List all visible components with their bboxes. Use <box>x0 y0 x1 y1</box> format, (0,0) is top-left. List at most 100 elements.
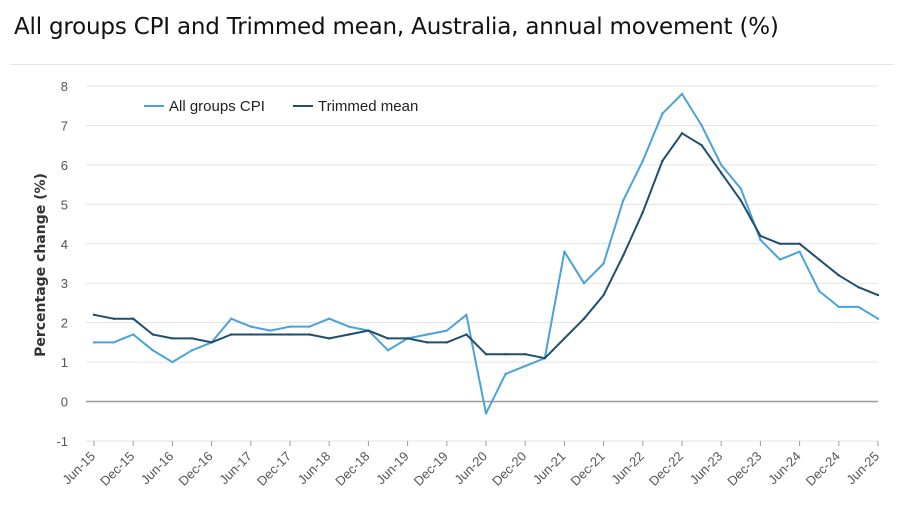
y-axis-ticks: -1 0 1 2 3 4 5 6 7 8 <box>56 79 68 449</box>
data-point <box>661 112 664 115</box>
data-point <box>269 329 272 332</box>
data-point <box>347 333 350 336</box>
y-tick-label: 5 <box>61 197 68 212</box>
data-point <box>190 337 194 340</box>
data-point <box>367 329 370 332</box>
data-point <box>445 329 448 332</box>
y-tick-label: 1 <box>61 355 68 370</box>
data-point <box>465 333 468 336</box>
data-point <box>288 333 292 336</box>
chart-title: All groups CPI and Trimmed mean, Austral… <box>14 14 779 40</box>
data-point <box>720 163 723 167</box>
data-point <box>132 333 135 336</box>
data-point <box>406 337 409 340</box>
data-point <box>504 372 507 376</box>
data-point <box>700 143 703 147</box>
legend-label-trimmed-mean: Trimmed mean <box>318 98 418 115</box>
data-point <box>818 258 821 261</box>
data-point <box>602 293 605 297</box>
legend: All groups CPI Trimmed mean <box>144 98 418 115</box>
data-point <box>328 337 331 340</box>
x-tick-label: Dec-22 <box>646 449 686 489</box>
data-point <box>249 325 252 328</box>
data-point <box>230 333 233 336</box>
series-lines <box>92 92 880 415</box>
data-point <box>347 325 350 328</box>
data-point <box>524 353 527 356</box>
data-point <box>445 341 448 344</box>
data-point <box>92 313 96 316</box>
y-tick-label: 6 <box>61 158 68 173</box>
y-tick-label: 7 <box>61 118 68 133</box>
x-tick-label: Jun-18 <box>295 449 334 488</box>
data-point <box>602 262 605 265</box>
x-tick-label: Jun-24 <box>765 449 804 488</box>
x-tick-label: Dec-16 <box>175 449 215 489</box>
x-tick-label: Jun-21 <box>530 449 569 488</box>
data-point <box>92 341 96 344</box>
data-point <box>778 242 782 245</box>
data-point <box>328 317 331 320</box>
data-point <box>837 305 840 309</box>
x-tick-label: Dec-18 <box>332 449 372 489</box>
data-point <box>484 353 488 356</box>
data-point <box>151 333 154 336</box>
series-line-all-groups-cpi <box>93 92 879 415</box>
data-point <box>288 325 292 328</box>
data-point <box>739 187 742 190</box>
series-line-trimmed-mean <box>93 132 879 360</box>
data-point <box>112 341 115 344</box>
data-point <box>857 285 860 289</box>
data-point <box>857 305 860 309</box>
data-point <box>622 199 625 202</box>
data-point <box>798 242 801 245</box>
data-point <box>426 333 429 336</box>
data-point <box>210 341 213 344</box>
y-tick-label: 8 <box>61 79 68 94</box>
y-axis-label: Percentage change (%) <box>33 173 49 357</box>
data-point <box>798 250 801 253</box>
data-point <box>641 211 644 214</box>
data-point <box>563 250 566 253</box>
data-point <box>426 341 429 344</box>
data-point <box>837 274 840 277</box>
legend-label-all-groups-cpi: All groups CPI <box>169 98 265 115</box>
x-tick-label: Jun-23 <box>687 449 726 488</box>
data-point <box>386 337 390 340</box>
data-point <box>582 282 586 285</box>
y-tick-label: 0 <box>61 395 68 410</box>
data-point <box>622 254 625 257</box>
data-point <box>171 337 174 340</box>
data-point <box>504 353 507 356</box>
y-tick-label: 3 <box>61 276 68 291</box>
x-tick-label: Jun-25 <box>843 449 882 488</box>
x-tick-label: Dec-21 <box>567 449 607 489</box>
data-point <box>112 317 115 320</box>
data-point <box>700 124 703 127</box>
data-point <box>543 356 546 360</box>
data-point <box>720 171 723 174</box>
data-point <box>641 159 644 163</box>
data-point <box>386 349 390 352</box>
data-point <box>739 199 742 202</box>
data-point <box>759 234 762 238</box>
gridlines <box>86 85 878 442</box>
data-point <box>308 333 311 336</box>
x-tick-label: Dec-24 <box>803 449 843 489</box>
x-tick-label: Jun-20 <box>451 449 490 488</box>
y-tick-label: -1 <box>56 434 68 449</box>
x-tick-label: Jun-17 <box>216 449 255 488</box>
y-tick-label: 4 <box>61 237 68 252</box>
data-point <box>151 349 154 352</box>
x-tick-label: Dec-15 <box>97 449 137 489</box>
data-point <box>759 238 762 242</box>
data-point <box>132 317 135 320</box>
data-point <box>563 337 566 340</box>
data-point <box>465 313 468 316</box>
data-point <box>524 364 527 368</box>
data-point <box>230 317 233 320</box>
x-tick-label: Jun-19 <box>373 449 412 488</box>
x-tick-label: Dec-23 <box>724 449 764 489</box>
